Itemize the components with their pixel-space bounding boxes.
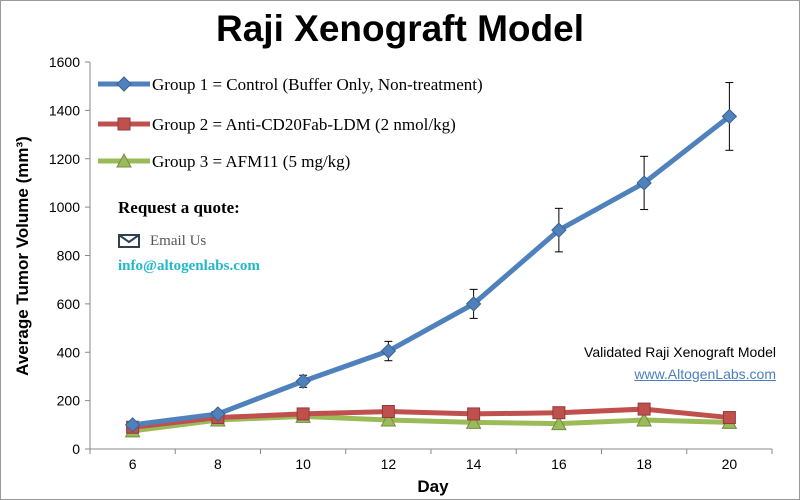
data-point-group-3 — [551, 415, 567, 431]
x-tick-label: 18 — [636, 456, 652, 472]
data-point-group-1 — [124, 417, 141, 433]
data-point-group-2 — [381, 405, 395, 419]
legend-swatch-marker-group-3 — [116, 152, 132, 168]
data-point-group-1 — [721, 108, 738, 125]
data-point-group-2 — [296, 407, 310, 421]
data-point-group-3 — [636, 411, 652, 427]
data-point-group-1 — [636, 175, 652, 191]
email-us-link[interactable]: Email Us — [118, 231, 206, 251]
website-link[interactable]: www.AltogenLabs.com — [634, 366, 776, 382]
validated-model-caption: Validated Raji Xenograft Model — [584, 344, 776, 360]
x-tick-label: 14 — [466, 456, 482, 472]
data-point-group-3 — [380, 411, 397, 427]
data-point-group-1 — [295, 373, 311, 389]
legend-swatch-marker-group-2 — [117, 117, 131, 131]
y-tick-label: 200 — [57, 393, 81, 409]
legend-label-group-2: Group 2 = Anti-CD20Fab-LDM (2 nmol/kg) — [152, 115, 456, 134]
data-point-group-2 — [467, 407, 481, 421]
y-tick-label: 1400 — [49, 102, 80, 118]
x-tick-label: 8 — [214, 456, 222, 472]
y-tick-label: 0 — [72, 441, 80, 457]
series-line-group-1 — [132, 114, 731, 428]
data-point-group-1 — [551, 222, 567, 238]
x-tick-label: 10 — [295, 456, 311, 472]
data-point-group-2 — [637, 402, 651, 416]
x-tick-label: 16 — [551, 456, 567, 472]
envelope-icon — [118, 234, 140, 248]
y-tick-label: 1200 — [49, 151, 80, 167]
data-point-group-2 — [722, 411, 736, 425]
legend-label-group-3: Group 3 = AFM11 (5 mg/kg) — [152, 152, 351, 171]
y-axis-label: Average Tumor Volume (mm³) — [13, 136, 32, 376]
x-tick-label: 6 — [129, 456, 137, 472]
data-point-group-1 — [465, 296, 482, 312]
request-quote-heading: Request a quote: — [118, 198, 240, 217]
y-tick-label: 600 — [57, 296, 81, 312]
x-axis-label: Day — [417, 477, 449, 496]
email-address-link[interactable]: info@altogenlabs.com — [118, 258, 260, 274]
y-tick-label: 400 — [57, 344, 81, 360]
email-us-label: Email Us — [150, 232, 207, 249]
series-group-1 — [124, 82, 738, 433]
y-tick-label: 1600 — [49, 54, 80, 70]
y-tick-label: 800 — [57, 248, 81, 264]
data-point-group-1 — [210, 406, 226, 422]
data-point-group-3 — [465, 414, 482, 429]
x-tick-label: 12 — [381, 456, 397, 472]
legend-swatch-marker-group-1 — [116, 76, 132, 92]
y-tick-label: 1000 — [49, 199, 80, 215]
data-point-group-2 — [552, 406, 566, 420]
legend-label-group-1: Group 1 = Control (Buffer Only, Non-trea… — [152, 75, 483, 94]
chart-title: Raji Xenograft Model — [216, 8, 584, 49]
series-line-group-2 — [132, 406, 730, 430]
data-point-group-1 — [380, 343, 397, 359]
x-tick-label: 20 — [722, 456, 738, 472]
